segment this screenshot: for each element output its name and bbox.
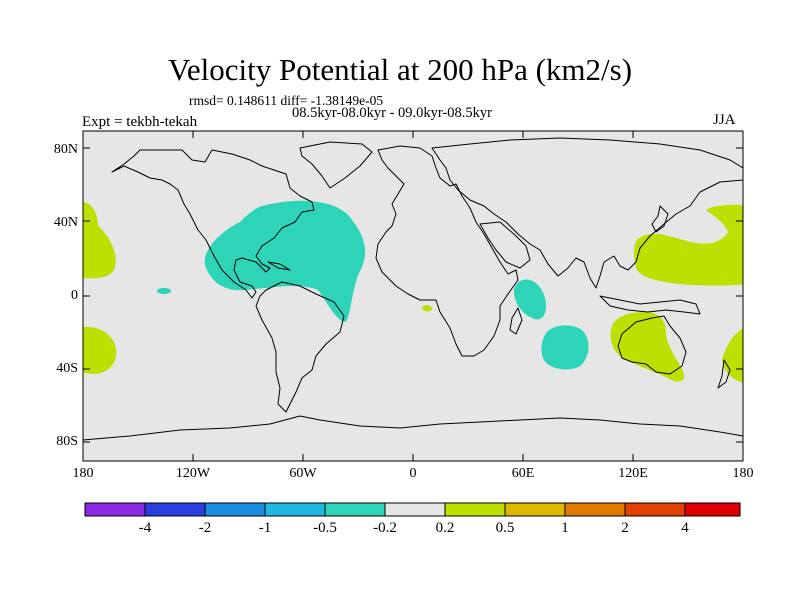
lat-tick-label-40n: 40N — [53, 215, 78, 230]
lon-tick-label-120w: 120W — [175, 466, 211, 481]
colorbar-label-1: -4 — [138, 520, 152, 536]
antarctica-coastline — [83, 415, 743, 441]
greenland-coastline — [299, 141, 373, 189]
australia-positive-region — [610, 312, 685, 382]
lon-tick-label-180e: 180 — [732, 466, 754, 481]
lat-tick-label-0: 0 — [71, 288, 78, 303]
central-pacific-negative-region — [157, 288, 171, 294]
lon-tick-label-120e: 120E — [618, 466, 648, 481]
japan-coastline — [651, 205, 669, 233]
colorbar-box-1 — [84, 502, 146, 517]
lon-tick-label-60w: 60W — [289, 466, 317, 481]
colorbar-box-8 — [504, 502, 566, 517]
colorbar-box-2 — [144, 502, 206, 517]
south-pacific-dateline-positive-region — [83, 327, 117, 374]
new-zealand-coastline — [717, 359, 731, 389]
australia-coastline — [617, 315, 687, 375]
southern-indian-ocean-negative-region — [541, 325, 589, 370]
north-america-coastline — [111, 149, 315, 299]
plot-title: Velocity Potential at 200 hPa (km2/s) — [167, 52, 633, 87]
colorbar-box-10 — [624, 502, 686, 517]
west-pacific-positive-region — [633, 204, 743, 286]
gulf-of-guinea-positive-region — [422, 305, 432, 312]
colorbar-box-11 — [684, 502, 741, 517]
atlantic-americas-negative-region — [204, 200, 366, 322]
lon-tick-label-60e: 60E — [511, 466, 535, 481]
asia-coastline — [431, 137, 743, 289]
colorbar-label-2: -2 — [198, 520, 212, 536]
lat-tick-label-80s: 80S — [56, 434, 78, 449]
anomaly-shading — [83, 200, 743, 383]
colorbar-label-4: -0.5 — [313, 520, 337, 536]
north-pacific-dateline-positive-region — [83, 202, 116, 279]
colorbar-box-6 — [384, 502, 446, 517]
indonesia-coastline — [599, 295, 701, 315]
lon-tick-label-180w: 180 — [72, 466, 94, 481]
colorbar-label-7: 0.5 — [495, 520, 515, 536]
south-america-coastline — [255, 281, 345, 413]
lon-tick-label-0: 0 — [409, 466, 417, 481]
madagascar-coastline — [509, 307, 523, 335]
colorbar-box-5 — [324, 502, 386, 517]
colorbar-label-5: -0.2 — [373, 520, 397, 536]
map-ticks — [83, 131, 743, 461]
colorbar-box-3 — [204, 502, 266, 517]
colorbar-label-9: 2 — [621, 520, 629, 536]
season-label: JJA — [713, 112, 736, 128]
lat-tick-label-80n: 80N — [53, 142, 78, 157]
colorbar-box-4 — [264, 502, 326, 517]
colorbar-box-7 — [444, 502, 506, 517]
europe-africa-coastline — [375, 145, 519, 357]
cuba-coastline — [267, 261, 291, 271]
colorbar-box-9 — [564, 502, 626, 517]
colorbar-label-6: 0.2 — [435, 520, 455, 536]
arabia-coastline — [479, 221, 531, 269]
colorbar-label-8: 1 — [561, 520, 569, 536]
colorbar-label-3: -1 — [258, 520, 272, 536]
period-line: 08.5kyr-08.0kyr - 09.0kyr-08.5kyr — [292, 105, 492, 121]
colorbar — [84, 502, 741, 517]
rmsd-diff-line: rmsd= 0.148611 diff= -1.38149e-05 — [189, 93, 384, 108]
colorbar-label-10: 4 — [681, 520, 689, 536]
coastlines — [83, 137, 743, 441]
western-indian-ocean-negative-region — [514, 279, 546, 320]
experiment-label: Expt = tekbh-tekah — [82, 114, 198, 130]
lat-tick-label-40s: 40S — [56, 361, 78, 376]
